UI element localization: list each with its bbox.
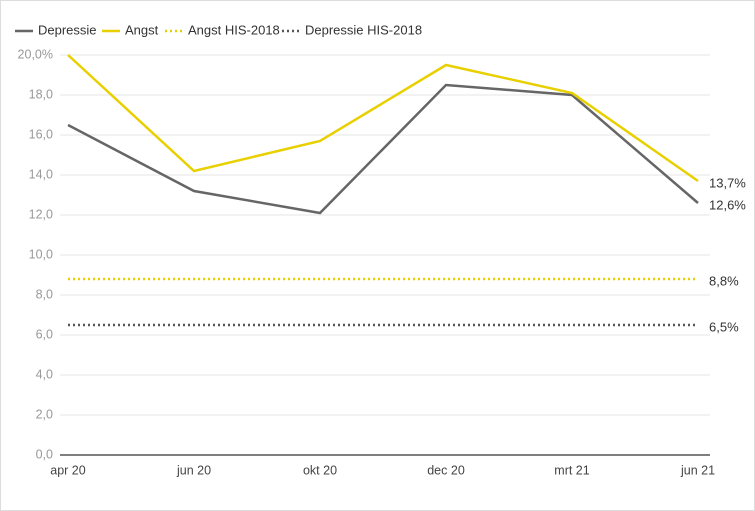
line-series xyxy=(67,54,699,183)
value-label: 13,7% xyxy=(709,175,746,190)
x-tick-label: jun 20 xyxy=(176,463,211,477)
y-tick-label: 2,0 xyxy=(36,407,53,421)
value-label: 12,6% xyxy=(709,197,746,212)
value-label: 6,5% xyxy=(709,319,739,334)
x-tick-label: dec 20 xyxy=(427,463,465,477)
y-tick-label: 12,0 xyxy=(29,207,53,221)
y-tick-label: 20,0% xyxy=(18,47,53,61)
line-series xyxy=(67,83,699,215)
x-tick-label: jun 21 xyxy=(680,463,715,477)
y-tick-label: 16,0 xyxy=(29,127,53,141)
legend-label: Depressie xyxy=(38,22,97,37)
y-tick-label: 8,0 xyxy=(36,287,53,301)
y-tick-label: 10,0 xyxy=(29,247,53,261)
legend-label: Angst xyxy=(125,22,159,37)
y-tick-label: 0,0 xyxy=(36,447,53,461)
x-tick-label: mrt 21 xyxy=(554,463,589,477)
y-tick-label: 4,0 xyxy=(36,367,53,381)
legend-label: Depressie HIS-2018 xyxy=(305,22,422,37)
legend-label: Angst HIS-2018 xyxy=(188,22,280,37)
y-tick-label: 18,0 xyxy=(29,87,53,101)
y-tick-label: 6,0 xyxy=(36,327,53,341)
value-label: 8,8% xyxy=(709,273,739,288)
x-tick-label: apr 20 xyxy=(50,463,85,477)
x-tick-label: okt 20 xyxy=(303,463,337,477)
y-tick-label: 14,0 xyxy=(29,167,53,181)
